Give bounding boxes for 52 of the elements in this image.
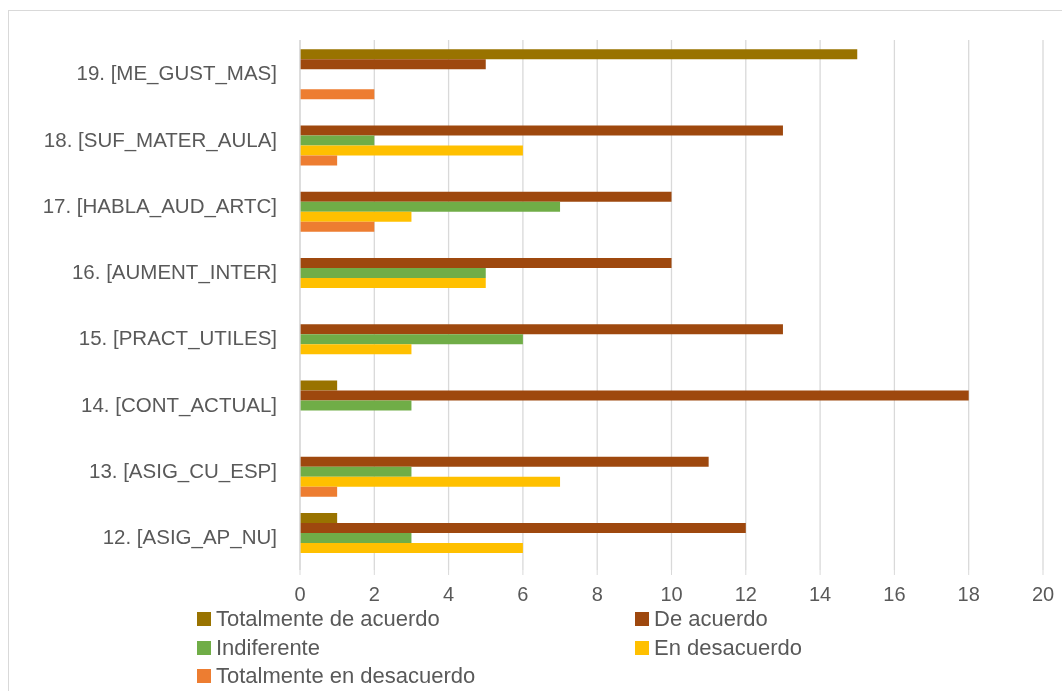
bar bbox=[300, 278, 486, 289]
y-tick-label: 17. [HABLA_AUD_ARTC] bbox=[42, 193, 277, 218]
bar bbox=[300, 59, 486, 70]
x-tick-label: 6 bbox=[517, 583, 529, 606]
bar bbox=[300, 476, 561, 487]
x-tick-label: 16 bbox=[883, 583, 906, 606]
legend-label: Indiferente bbox=[216, 634, 320, 661]
bar bbox=[300, 268, 486, 279]
bar bbox=[300, 486, 338, 497]
bar bbox=[300, 49, 858, 60]
x-tick-label: 4 bbox=[443, 583, 455, 606]
bar bbox=[300, 344, 412, 355]
bar bbox=[300, 89, 375, 100]
bar bbox=[300, 543, 523, 554]
legend-label: De acuerdo bbox=[654, 606, 768, 633]
x-tick-label: 20 bbox=[1031, 583, 1055, 606]
x-tick-label: 2 bbox=[368, 583, 380, 606]
bar bbox=[300, 145, 523, 156]
x-tick-label: 10 bbox=[660, 583, 683, 606]
bar bbox=[300, 155, 338, 166]
y-tick-label: 15. [PRACT_UTILES] bbox=[78, 326, 277, 351]
bar bbox=[300, 191, 672, 202]
x-tick-label: 12 bbox=[734, 583, 757, 606]
y-tick-label: 19. [ME_GUST_MAS] bbox=[76, 61, 277, 86]
y-tick-label: 14. [CONT_ACTUAL] bbox=[81, 392, 277, 417]
x-tick-label: 14 bbox=[808, 583, 832, 606]
bar bbox=[300, 201, 561, 212]
bar bbox=[300, 211, 412, 222]
bar bbox=[300, 324, 783, 335]
y-tick-label: 13. [ASIG_CU_ESP] bbox=[88, 458, 277, 483]
x-tick-label: 8 bbox=[591, 583, 603, 606]
y-tick-label: 12. [ASIG_AP_NU] bbox=[102, 525, 277, 550]
bar bbox=[300, 533, 412, 544]
bar bbox=[300, 523, 746, 534]
bar bbox=[300, 221, 375, 232]
bar bbox=[300, 258, 672, 269]
bar bbox=[300, 125, 783, 136]
bar bbox=[300, 380, 338, 391]
bar bbox=[300, 513, 338, 524]
bar bbox=[300, 400, 412, 411]
bar bbox=[300, 456, 709, 467]
legend-label: Totalmente de acuerdo bbox=[216, 606, 440, 633]
bar bbox=[300, 466, 412, 477]
bar bbox=[300, 135, 375, 146]
bar bbox=[300, 334, 523, 345]
x-tick-label: 0 bbox=[294, 583, 306, 606]
y-tick-label: 18. [SUF_MATER_AULA] bbox=[43, 127, 277, 152]
bar bbox=[300, 390, 969, 401]
legend-label: Totalmente en desacuerdo bbox=[216, 663, 476, 690]
legend-label: En desacuerdo bbox=[654, 634, 802, 661]
x-tick-label: 18 bbox=[957, 583, 980, 606]
y-tick-label: 16. [AUMENT_INTER] bbox=[71, 260, 277, 285]
